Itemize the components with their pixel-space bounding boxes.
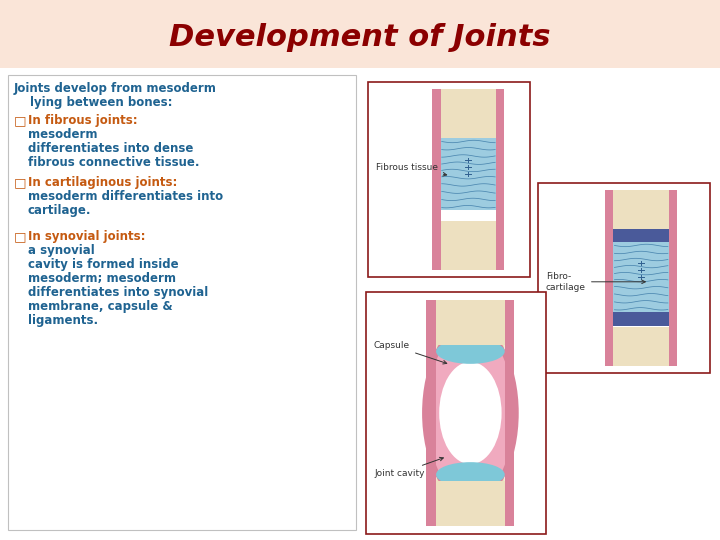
Bar — [426, 300, 436, 526]
Bar — [538, 183, 710, 373]
Text: differentiates into dense: differentiates into dense — [28, 142, 194, 155]
Text: lying between bones:: lying between bones: — [30, 96, 173, 109]
Text: Joints develop from mesoderm: Joints develop from mesoderm — [14, 82, 217, 95]
Text: In cartilaginous joints:: In cartilaginous joints: — [28, 176, 177, 189]
Bar — [613, 242, 669, 312]
Text: Joint cavity: Joint cavity — [374, 457, 444, 478]
Text: □: □ — [14, 176, 27, 189]
Bar — [669, 190, 678, 366]
Bar — [441, 89, 496, 138]
Bar — [426, 300, 436, 526]
Text: Development of Joints: Development of Joints — [169, 24, 551, 52]
Bar — [606, 190, 613, 366]
Ellipse shape — [436, 462, 505, 487]
Bar — [613, 312, 669, 326]
Ellipse shape — [427, 328, 514, 498]
Bar — [613, 190, 669, 229]
Bar — [368, 82, 530, 277]
Text: Fibro-
cartilage: Fibro- cartilage — [546, 272, 645, 292]
Bar — [433, 89, 441, 270]
Text: fibrous connective tissue.: fibrous connective tissue. — [28, 156, 199, 169]
Text: Capsule: Capsule — [374, 341, 446, 364]
Text: membrane, capsule &: membrane, capsule & — [28, 300, 173, 313]
Bar — [505, 300, 514, 526]
Text: ligaments.: ligaments. — [28, 314, 98, 327]
Bar — [613, 327, 669, 366]
Text: differentiates into synovial: differentiates into synovial — [28, 286, 208, 299]
Text: a synovial: a synovial — [28, 244, 95, 257]
Ellipse shape — [436, 339, 505, 364]
Bar — [441, 138, 496, 210]
Text: mesoderm: mesoderm — [28, 128, 97, 141]
Bar — [436, 481, 505, 526]
Text: □: □ — [14, 230, 27, 243]
Bar — [436, 300, 505, 345]
Bar — [613, 229, 669, 242]
Text: In synovial joints:: In synovial joints: — [28, 230, 145, 243]
Text: cartilage.: cartilage. — [28, 204, 91, 217]
Ellipse shape — [436, 458, 505, 503]
Bar — [8, 75, 356, 530]
Bar — [0, 0, 720, 68]
Bar — [496, 89, 505, 270]
Ellipse shape — [439, 362, 502, 464]
Text: Fibrous tissue: Fibrous tissue — [376, 163, 446, 176]
Text: mesoderm; mesoderm: mesoderm; mesoderm — [28, 272, 176, 285]
Bar — [441, 221, 496, 270]
Bar — [366, 292, 546, 534]
Ellipse shape — [436, 322, 505, 368]
Bar — [436, 481, 505, 526]
Text: □: □ — [14, 114, 27, 127]
Text: cavity is formed inside: cavity is formed inside — [28, 258, 179, 271]
Text: In fibrous joints:: In fibrous joints: — [28, 114, 138, 127]
Bar — [505, 300, 514, 526]
Text: mesoderm differentiates into: mesoderm differentiates into — [28, 190, 223, 203]
Ellipse shape — [422, 322, 518, 503]
Bar — [436, 300, 505, 345]
